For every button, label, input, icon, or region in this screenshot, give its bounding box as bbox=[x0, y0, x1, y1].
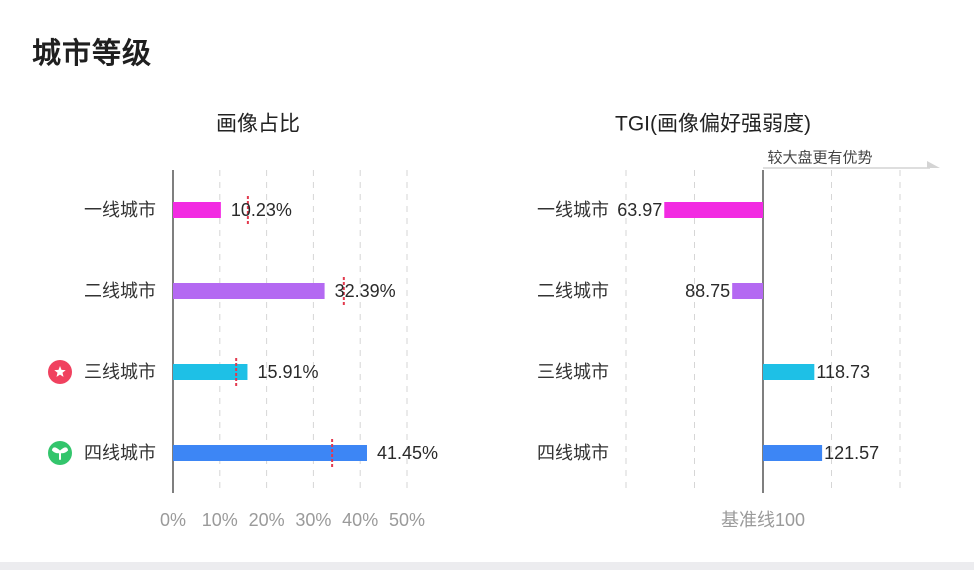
advantage-label: 较大盘更有优势 bbox=[767, 149, 872, 167]
x-tick-label: 50% bbox=[389, 510, 425, 530]
bar bbox=[664, 202, 763, 218]
bar bbox=[173, 202, 221, 218]
share-chart-title: 画像占比 bbox=[216, 113, 300, 136]
value-label: 88.75 bbox=[685, 281, 730, 301]
value-label: 121.57 bbox=[824, 443, 879, 463]
page-title: 城市等级 bbox=[32, 38, 153, 70]
category-label: 四线城市 bbox=[84, 443, 156, 463]
advantage-arrow-head-icon bbox=[927, 161, 940, 168]
value-label: 15.91% bbox=[257, 362, 318, 382]
category-label: 三线城市 bbox=[84, 362, 156, 382]
x-tick-label: 10% bbox=[202, 510, 238, 530]
value-label: 118.73 bbox=[816, 362, 870, 382]
bottom-divider bbox=[0, 562, 974, 570]
bar bbox=[763, 364, 815, 380]
bar bbox=[173, 445, 367, 461]
category-label: 四线城市 bbox=[537, 443, 609, 463]
category-label: 一线城市 bbox=[84, 200, 156, 220]
value-label: 41.45% bbox=[377, 443, 438, 463]
category-label: 二线城市 bbox=[537, 281, 609, 301]
x-tick-label: 30% bbox=[295, 510, 331, 530]
value-label: 10.23% bbox=[231, 200, 292, 220]
x-tick-label: 20% bbox=[249, 510, 285, 530]
x-tick-label: 0% bbox=[160, 510, 186, 530]
tgi-chart-title: TGI(画像偏好强弱度) bbox=[615, 113, 811, 136]
sprout-badge-icon bbox=[48, 441, 72, 465]
value-label: 32.39% bbox=[335, 281, 396, 301]
bar bbox=[732, 283, 763, 299]
bar bbox=[173, 364, 248, 380]
baseline-label: 基准线100 bbox=[721, 510, 805, 530]
category-label: 二线城市 bbox=[84, 281, 156, 301]
bar bbox=[763, 445, 823, 461]
category-label: 三线城市 bbox=[537, 362, 609, 382]
star-badge-icon bbox=[48, 360, 72, 384]
category-label: 一线城市 bbox=[537, 200, 609, 220]
bar bbox=[173, 283, 325, 299]
value-label: 63.97 bbox=[617, 200, 662, 220]
share-chart: 画像占比 0% 10% 20% 30% 40% 50% 一线城市 10.23% 二线城市 32.39… bbox=[48, 113, 438, 530]
x-tick-label: 40% bbox=[342, 510, 378, 530]
